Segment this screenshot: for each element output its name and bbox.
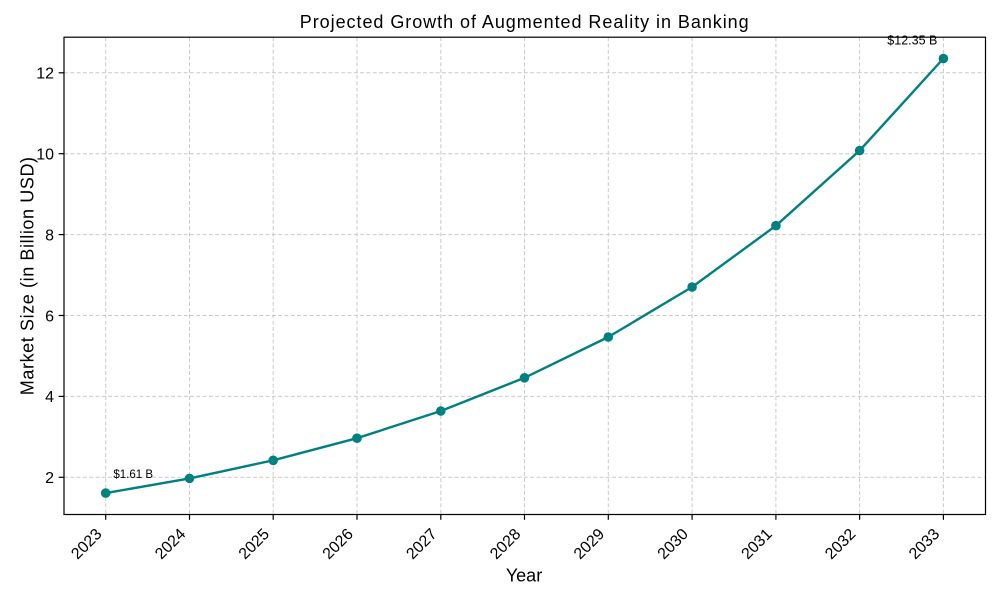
svg-text:$12.35 B: $12.35 B <box>887 34 937 48</box>
svg-text:2: 2 <box>45 470 54 487</box>
svg-text:8: 8 <box>45 227 54 244</box>
svg-text:$1.61 B: $1.61 B <box>113 469 153 481</box>
svg-text:6: 6 <box>45 308 54 325</box>
svg-text:12: 12 <box>36 66 54 83</box>
svg-text:Year: Year <box>506 566 542 586</box>
svg-text:Projected Growth of Augmented: Projected Growth of Augmented Reality in… <box>300 12 750 32</box>
svg-text:Market Size (in Billion USD): Market Size (in Billion USD) <box>18 156 38 395</box>
svg-text:10: 10 <box>36 147 54 164</box>
svg-text:4: 4 <box>45 389 54 406</box>
